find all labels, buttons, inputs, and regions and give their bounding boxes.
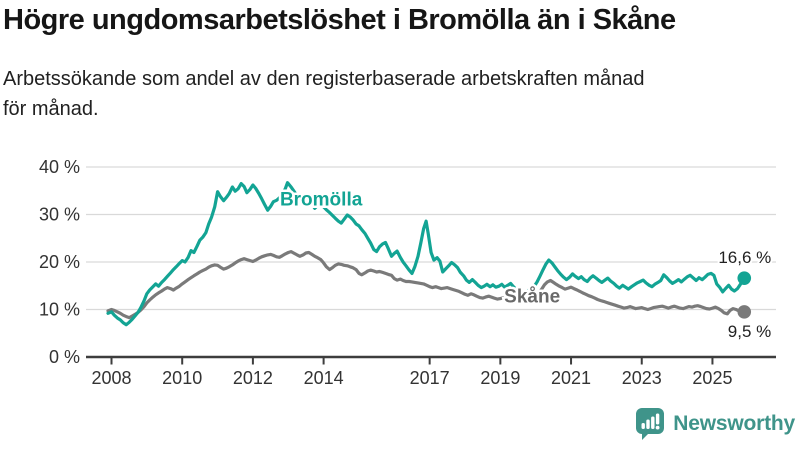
newsworthy-logo: Newsworthy <box>635 405 795 443</box>
chart-title: Högre ungdomsarbetslöshet i Bromölla än … <box>3 4 676 36</box>
x-tick-label: 2014 <box>304 368 344 388</box>
skane-line <box>106 250 746 320</box>
y-tick-label: 30 % <box>39 205 80 225</box>
bromolla-series-label: Bromölla <box>280 189 363 210</box>
x-tick-label: 2008 <box>91 368 131 388</box>
skane-series-label: Skåne <box>504 287 560 308</box>
x-tick-label: 2025 <box>692 368 732 388</box>
y-axis-labels: 40 % 30 % 20 % 10 % 0 % <box>39 157 80 367</box>
chart-subtitle-line-1: Arbetssökande som andel av den registerb… <box>3 68 645 90</box>
bromolla-end-dot <box>737 271 752 285</box>
newsworthy-wordmark: Newsworthy <box>673 412 795 435</box>
y-gridlines <box>86 166 776 311</box>
chart-subtitle-line-2: för månad. <box>3 98 99 120</box>
x-tick-label: 2010 <box>162 368 202 388</box>
bromolla-line <box>106 181 746 327</box>
skane-end-dot <box>737 305 752 319</box>
x-tick-label: 2012 <box>233 368 273 388</box>
x-tick-label: 2017 <box>410 368 450 388</box>
y-tick-label: 10 % <box>39 300 80 320</box>
bar-chart-speech-bubble-icon <box>636 408 665 440</box>
x-axis: 2008 2010 2012 2014 2017 2019 2021 2023 2025 <box>86 355 776 388</box>
y-tick-label: 0 % <box>49 347 80 367</box>
bromolla-value-label: 16,6 % <box>718 248 771 267</box>
x-tick-label: 2021 <box>551 368 591 388</box>
y-tick-label: 40 % <box>39 157 80 177</box>
skane-value-label: 9,5 % <box>728 322 771 341</box>
chart-subtitle: Arbetssökande som andel av den registerb… <box>3 64 788 124</box>
x-tick-label: 2019 <box>480 368 520 388</box>
x-tick-label: 2023 <box>622 368 662 388</box>
y-tick-label: 20 % <box>39 252 80 272</box>
